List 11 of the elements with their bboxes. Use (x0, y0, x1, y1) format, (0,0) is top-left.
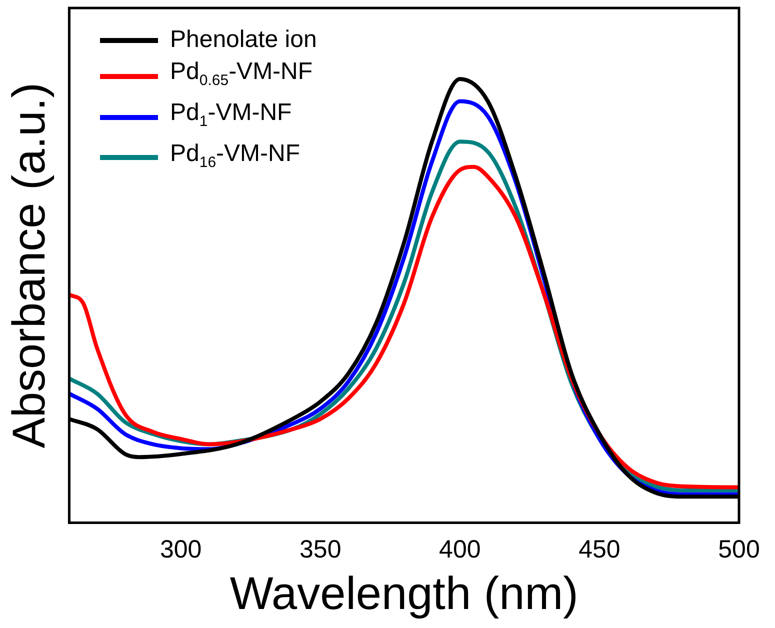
legend-label: Pd$_{1}$-VM-NF (170, 98, 292, 132)
x-axis-title: Wavelength (nm) (230, 567, 578, 620)
x-tick-label: 400 (439, 536, 481, 564)
legend-label: Phenolate ion (170, 25, 317, 55)
x-tick-label: 500 (718, 536, 760, 564)
x-tick-label: 350 (300, 536, 342, 564)
legend-label: Pd$_{16}$-VM-NF (170, 138, 300, 172)
legend-label: Pd$_{0.65}$-VM-NF (170, 57, 313, 91)
y-axis-title: Absorbance (a.u.) (2, 82, 54, 448)
x-tick-label: 450 (578, 536, 620, 564)
x-tick-label: 300 (160, 536, 202, 564)
